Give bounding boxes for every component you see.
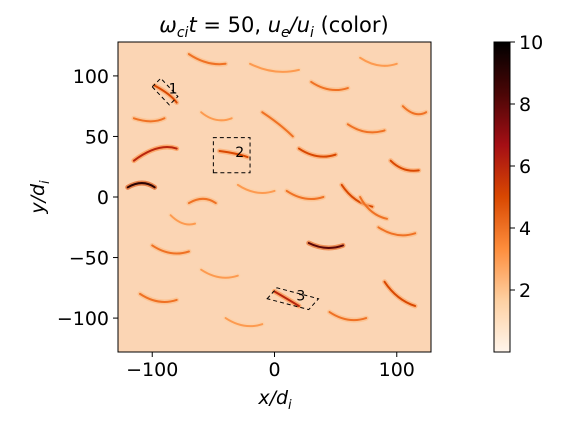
y-tick-label: 0 <box>97 187 109 209</box>
heatmap-structures <box>125 51 429 329</box>
colorbar-tick-label: 4 <box>519 218 531 240</box>
structure-streak <box>236 183 276 194</box>
x-tick-label: 0 <box>268 359 280 381</box>
x-tick-label: −100 <box>126 359 178 381</box>
structure-streak <box>200 111 233 122</box>
x-tick-label: 100 <box>379 359 415 381</box>
heatmap-background <box>118 42 431 352</box>
y-tick-label: 50 <box>85 126 109 148</box>
colorbar-tick-label: 10 <box>519 32 543 54</box>
y-tick-label: −100 <box>57 308 109 330</box>
structure-streak <box>383 280 417 307</box>
y-axis: −100 −50 0 50 100 <box>57 66 118 330</box>
structure-streak <box>359 56 398 67</box>
structure-streak <box>359 196 388 220</box>
structure-streak <box>153 84 178 104</box>
colorbar-ticks: 2 4 6 8 10 <box>510 32 543 302</box>
structure-streak <box>346 123 386 134</box>
region-box-1 <box>151 77 179 106</box>
x-axis-label: x/di <box>257 387 292 413</box>
structure-streak <box>169 214 197 226</box>
structure-streak <box>132 117 166 123</box>
structure-streak <box>389 159 420 172</box>
structure-streak <box>307 242 344 249</box>
structure-streak <box>285 189 325 200</box>
colorbar: 2 4 6 8 10 <box>493 32 543 353</box>
structure-streak <box>139 292 178 303</box>
structure-streak <box>377 226 417 237</box>
structure-streak <box>224 317 264 328</box>
structure-streak <box>261 111 294 138</box>
chart-title: ωcit = 50, ue/ui (color) <box>159 13 388 41</box>
region-boxes: 1 2 3 <box>151 77 320 311</box>
structure-streak <box>310 80 349 92</box>
region-box-3 <box>266 287 320 311</box>
structure-streak <box>401 105 428 116</box>
region-label-3: 3 <box>296 289 305 305</box>
region-label-2: 2 <box>235 145 244 161</box>
plot-area: 1 2 3 <box>117 41 432 353</box>
colorbar-gradient <box>493 41 511 353</box>
colorbar-tick-label: 6 <box>519 156 531 178</box>
structure-streak <box>297 147 337 158</box>
structure-streak <box>328 311 368 322</box>
structure-streak <box>126 182 156 189</box>
structure-streak <box>200 268 239 279</box>
colorbar-tick-label: 8 <box>519 94 531 116</box>
structure-streak <box>187 197 217 205</box>
y-tick-label: −50 <box>69 248 109 270</box>
structure-streak <box>187 53 227 66</box>
structure-streak <box>151 244 190 255</box>
structure-streak <box>273 290 300 307</box>
y-axis-label: y/di <box>27 180 53 215</box>
region-label-1: 1 <box>169 82 178 98</box>
colorbar-tick-label: 2 <box>519 280 531 302</box>
x-axis: −100 0 100 <box>126 352 415 381</box>
region-box-2 <box>212 137 251 174</box>
structure-streak <box>218 149 249 159</box>
structure-streak <box>249 62 300 73</box>
structure-streak <box>132 146 178 162</box>
y-tick-label: 100 <box>73 66 109 88</box>
